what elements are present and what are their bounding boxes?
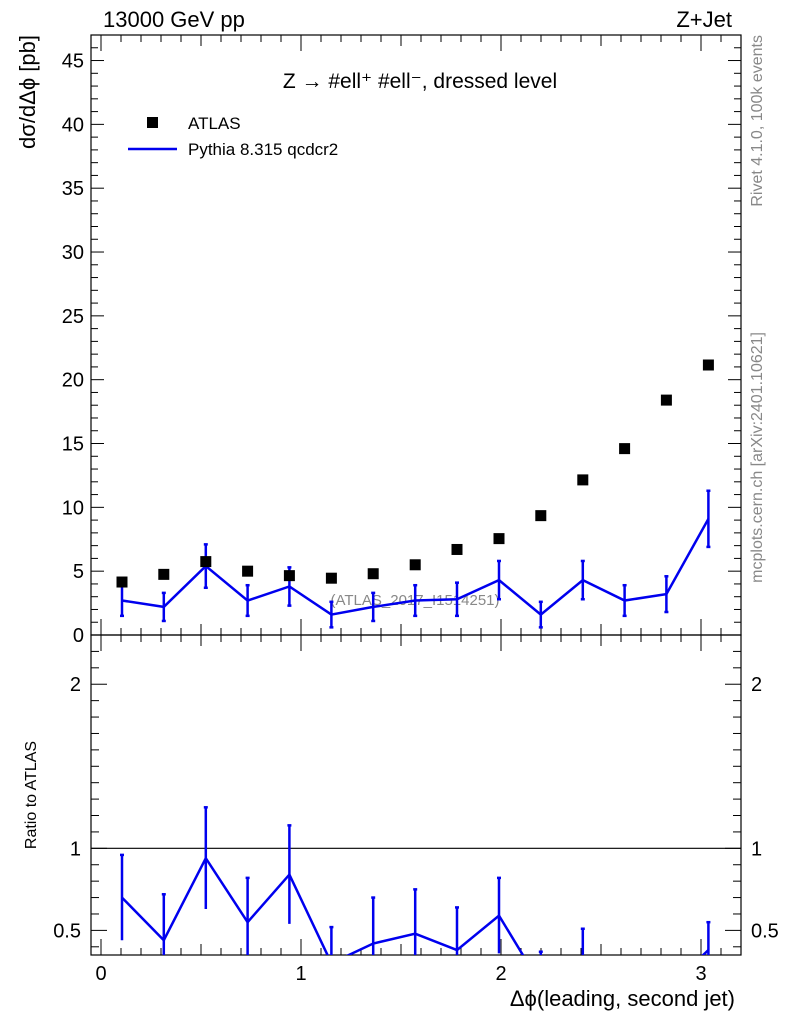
ratio-panel: 0.5 0.5 1 1 2 2 0 1 2 3 Ratio to ATLAS (23, 634, 779, 985)
main-y-axis-label: dσ/dΔϕ [pb] (15, 35, 40, 149)
atlas-point (702, 359, 714, 371)
main-x-axis (100, 35, 742, 635)
y-tick-label: 20 (62, 370, 84, 392)
header-collision-label: 13000 GeV pp (103, 7, 245, 32)
ratio-y-axis-label: Ratio to ATLAS (23, 741, 40, 849)
main-panel: 0 5 10 15 20 25 30 35 40 45 Z → #ell⁺ #ell⁻, dres… (15, 34, 742, 647)
ratio-y-tick-label-right: 1 (751, 838, 762, 860)
ratio-series (120, 806, 711, 955)
side-rivet-label: Rivet 4.1.0, 100k events (749, 35, 766, 207)
y-tick-label: 40 (62, 114, 84, 136)
x-tick-label: 0 (95, 963, 106, 985)
y-tick-label: 10 (62, 497, 84, 519)
ratio-y-axis: 0.5 0.5 1 1 2 2 (53, 634, 779, 948)
ratio-y-tick-label: 2 (70, 674, 81, 696)
atlas-point (367, 568, 379, 580)
atlas-point (325, 572, 337, 584)
atlas-point (409, 559, 421, 571)
atlas-point (200, 556, 212, 568)
ratio-y-tick-label-right: 2 (751, 674, 762, 696)
y-tick-label: 0 (73, 625, 84, 647)
atlas-point (242, 565, 254, 577)
atlas-point (660, 394, 672, 406)
x-tick-label: 2 (495, 963, 506, 985)
atlas-point (619, 443, 631, 455)
atlas-point (577, 474, 589, 486)
atlas-point (116, 576, 128, 588)
y-tick-label: 25 (62, 306, 84, 328)
legend: ATLAS Pythia 8.315 qcdcr2 (128, 114, 338, 159)
pythia-series (120, 489, 711, 629)
x-axis-label: Δϕ(leading, second jet) (510, 986, 735, 1011)
chart-title: Z → #ell⁺ #ell⁻, dressed level (283, 70, 557, 93)
atlas-point (158, 568, 170, 580)
x-tick-label: 1 (295, 963, 306, 985)
y-tick-label: 5 (73, 561, 84, 583)
legend-marker-atlas (147, 117, 158, 128)
ratio-y-tick-label-right: 0.5 (751, 920, 779, 942)
atlas-point (451, 543, 463, 555)
atlas-point (535, 510, 547, 522)
x-tick-label: 3 (695, 963, 706, 985)
ratio-y-tick-label: 1 (70, 838, 81, 860)
y-tick-label: 30 (62, 242, 84, 264)
side-mcplots-label: mcplots.cern.ch [arXiv:2401.10621] (749, 332, 766, 583)
legend-label-atlas: ATLAS (188, 114, 241, 133)
atlas-series (116, 359, 714, 588)
y-tick-label: 45 (62, 51, 84, 73)
main-y-axis: 0 5 10 15 20 25 30 35 40 45 (62, 34, 741, 647)
atlas-point (283, 570, 295, 582)
legend-label-pythia: Pythia 8.315 qcdcr2 (188, 140, 338, 159)
y-tick-label: 15 (62, 434, 84, 456)
atlas-point (493, 533, 505, 545)
ratio-x-axis: 0 1 2 3 (95, 635, 742, 985)
y-tick-label: 35 (62, 178, 84, 200)
header-process-label: Z+Jet (676, 7, 732, 32)
ratio-y-tick-label: 0.5 (53, 920, 81, 942)
